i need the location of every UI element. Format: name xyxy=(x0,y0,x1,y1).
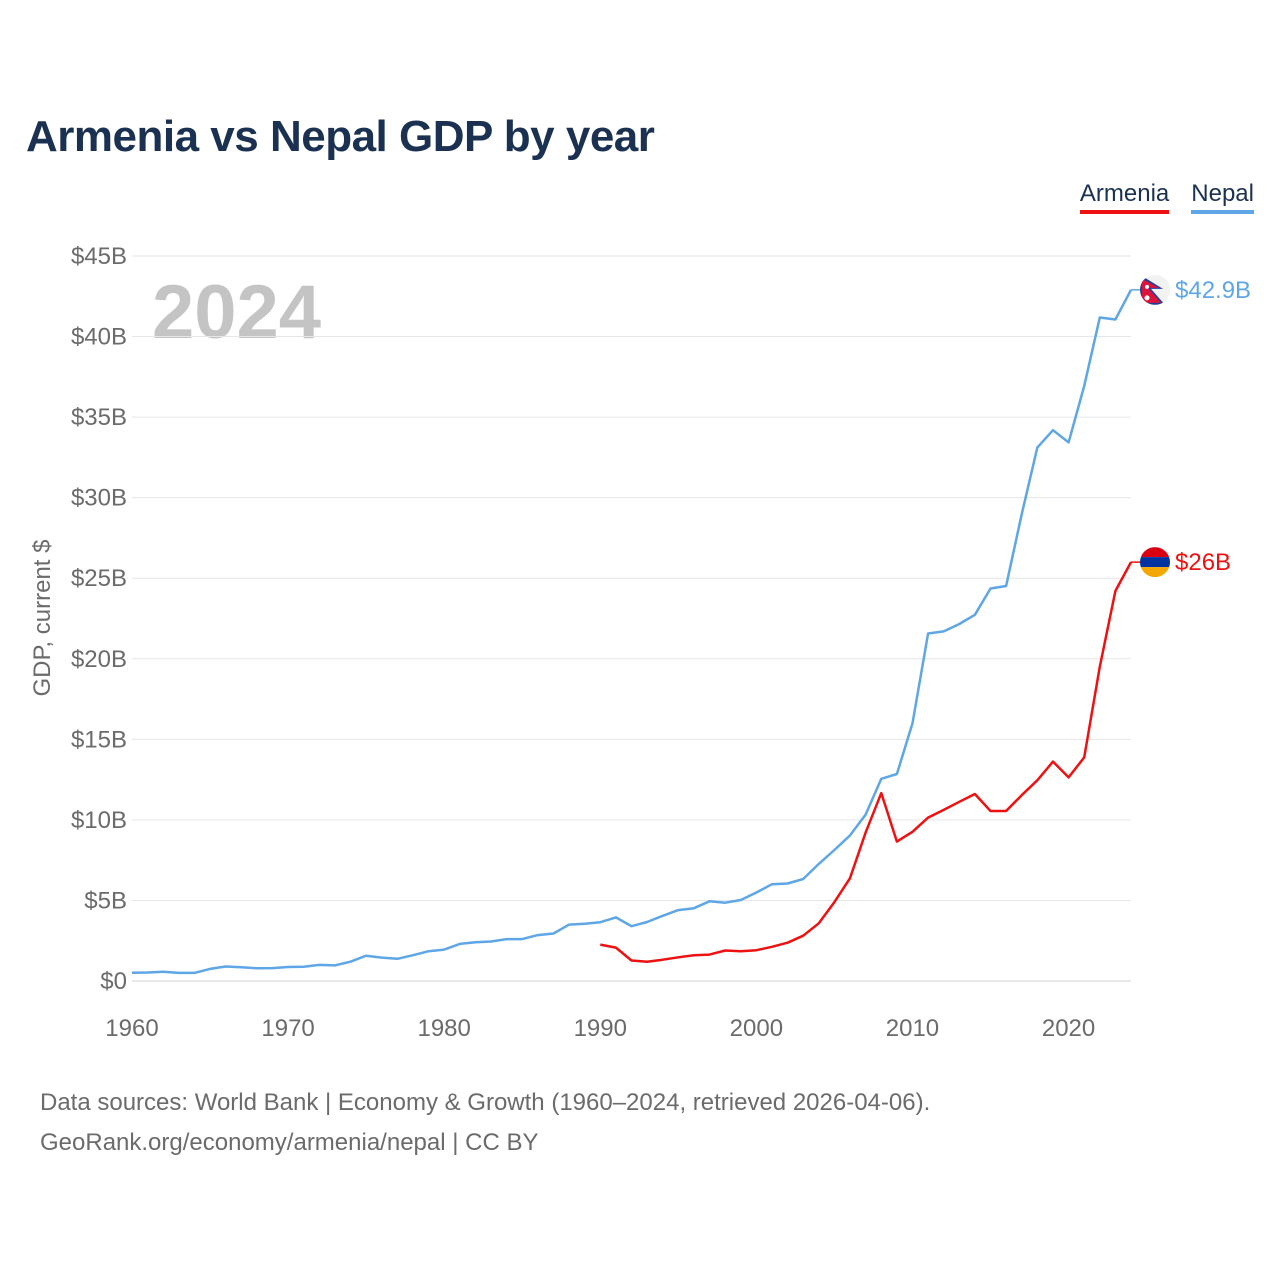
nepal-flag-icon xyxy=(1140,274,1170,305)
armenia-flag-icon xyxy=(1140,547,1170,578)
y-tick-label: $10B xyxy=(71,807,127,834)
x-tick-label: 2010 xyxy=(886,1015,939,1042)
y-tick-label: $0 xyxy=(100,968,127,995)
sources-line-1: Data sources: World Bank | Economy & Gro… xyxy=(40,1089,931,1116)
x-tick-label: 2020 xyxy=(1042,1015,1095,1042)
legend: Armenia Nepal xyxy=(1079,180,1254,214)
chart-title: Armenia vs Nepal GDP by year xyxy=(26,112,655,161)
x-tick-label: 1990 xyxy=(574,1015,627,1042)
y-tick-label: $35B xyxy=(71,404,127,431)
x-tick-label: 1970 xyxy=(261,1015,314,1042)
y-tick-label: $40B xyxy=(71,324,127,351)
x-tick-label: 1980 xyxy=(417,1015,470,1042)
y-tick-label: $30B xyxy=(71,485,127,512)
year-watermark: 2024 xyxy=(152,270,321,355)
end-value-label-nepal: $42.9B xyxy=(1175,277,1251,304)
legend-item-armenia[interactable]: Armenia xyxy=(1079,180,1170,214)
end-value-label-armenia: $26B xyxy=(1175,549,1231,576)
y-axis-label: GDP, current $ xyxy=(29,540,56,697)
y-tick-label: $20B xyxy=(71,646,127,673)
sources-link[interactable]: GeoRank.org/economy/armenia/nepal | CC B… xyxy=(40,1129,539,1156)
series-line-armenia xyxy=(600,561,1133,963)
x-tick-label: 2000 xyxy=(730,1015,783,1042)
x-tick-label: 1960 xyxy=(105,1015,158,1042)
y-tick-label: $5B xyxy=(84,887,127,914)
y-tick-label: $25B xyxy=(71,565,127,592)
legend-item-nepal[interactable]: Nepal xyxy=(1191,180,1254,214)
y-tick-label: $45B xyxy=(71,243,127,270)
data-sources: Data sources: World Bank | Economy & Gro… xyxy=(40,1083,930,1163)
y-tick-label: $15B xyxy=(71,726,127,753)
series-line-nepal xyxy=(131,289,1133,975)
